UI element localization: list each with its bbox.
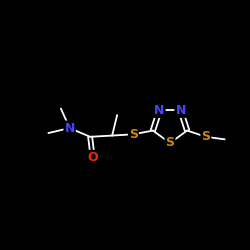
- Text: O: O: [87, 151, 98, 164]
- Text: S: S: [201, 130, 210, 143]
- Text: N: N: [64, 122, 75, 134]
- Text: S: S: [129, 128, 138, 141]
- Text: N: N: [176, 104, 186, 117]
- Text: N: N: [154, 104, 164, 117]
- Text: S: S: [166, 136, 174, 149]
